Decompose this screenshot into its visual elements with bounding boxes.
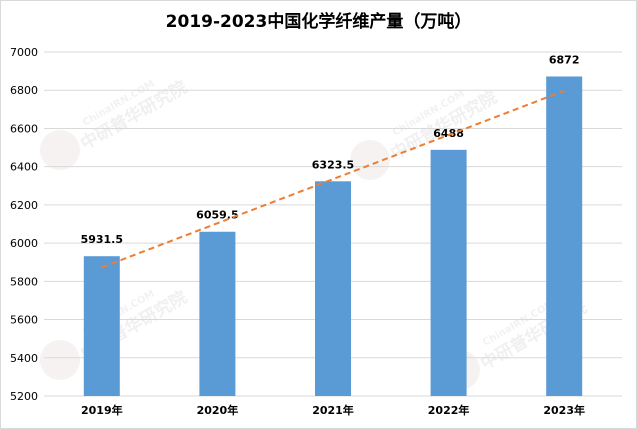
bar-series <box>83 76 583 396</box>
y-tick-label: 5200 <box>10 390 38 403</box>
data-label: 6872 <box>549 53 580 66</box>
bar <box>546 76 583 396</box>
bar <box>430 149 467 396</box>
y-tick-label: 6400 <box>10 161 38 174</box>
y-tick-label: 7000 <box>10 46 38 59</box>
bar <box>199 231 236 396</box>
data-label: 6323.5 <box>312 158 354 171</box>
y-tick-label: 6600 <box>10 122 38 135</box>
y-axis: 5200 5400 5600 5800 6000 6200 6400 6600 6800 7000 <box>10 46 38 403</box>
watermark-logo <box>40 340 80 380</box>
trendline <box>101 89 565 269</box>
data-label: 6059.5 <box>196 209 238 222</box>
x-tick-label: 2023年 <box>543 403 585 417</box>
x-tick-label: 2019年 <box>81 403 123 417</box>
x-tick-label: 2022年 <box>428 403 470 417</box>
y-tick-label: 6000 <box>10 237 38 250</box>
x-axis: 2019年 2020年 2021年 2022年 2023年 <box>81 403 585 417</box>
data-label: 5931.5 <box>81 233 123 246</box>
y-tick-label: 5600 <box>10 314 38 327</box>
bar <box>315 181 351 396</box>
y-tick-label: 6800 <box>10 84 38 97</box>
y-tick-label: 6200 <box>10 199 38 212</box>
watermark-logo <box>40 130 80 170</box>
y-tick-label: 5400 <box>10 352 38 365</box>
x-tick-label: 2020年 <box>197 403 239 417</box>
data-label: 6488 <box>433 127 464 140</box>
chart-title: 2019-2023中国化学纤维产量（万吨） <box>165 12 472 32</box>
bar <box>83 256 120 396</box>
watermark-logo <box>350 140 390 180</box>
x-tick-label: 2021年 <box>312 403 354 417</box>
y-tick-label: 5800 <box>10 275 38 288</box>
trendline-layer <box>101 89 565 269</box>
